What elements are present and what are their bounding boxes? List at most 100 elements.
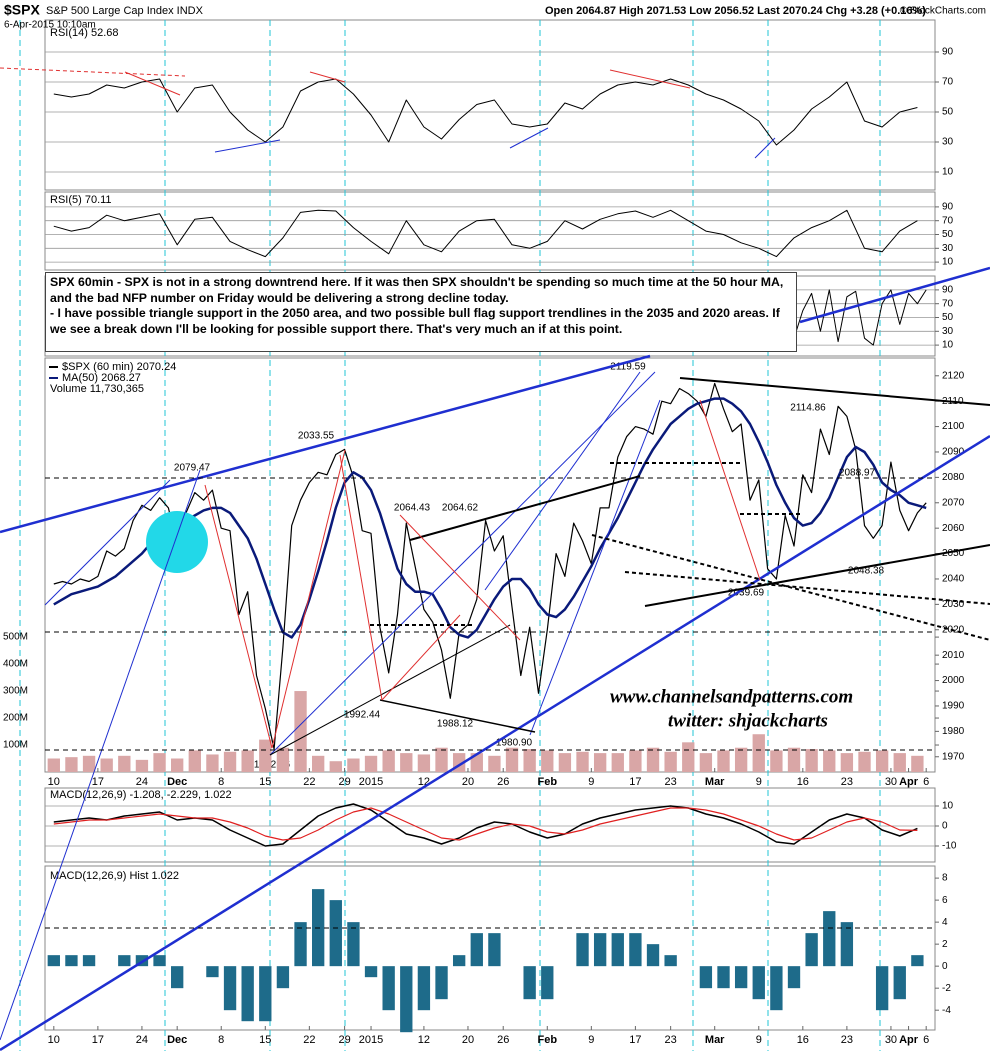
bar	[523, 966, 536, 1000]
y-tick-label: 6	[942, 895, 948, 906]
bar	[171, 966, 184, 989]
series-line	[53, 807, 918, 841]
rsi-arrow	[214, 139, 281, 153]
trendline	[44, 479, 171, 606]
bar	[770, 966, 783, 1011]
price-label: 1992.44	[344, 710, 381, 721]
y-tick-label: 8	[942, 873, 948, 884]
price-label: 2064.43	[394, 503, 431, 514]
bar	[382, 750, 395, 772]
x-tick-label: Dec	[167, 1034, 187, 1046]
bar	[629, 933, 642, 967]
x-tick-label: 23	[841, 1034, 853, 1046]
bar	[875, 966, 889, 1011]
bar	[646, 747, 660, 772]
bar	[188, 750, 201, 772]
date: 6-Apr-2015 10:10am	[4, 20, 96, 31]
bar	[65, 955, 78, 967]
bar	[241, 750, 254, 772]
y-tick-label: 70	[942, 298, 954, 309]
bar	[241, 966, 254, 1022]
panel-title: MACD(12,26,9) Hist 1.022	[50, 870, 179, 882]
bar	[452, 955, 466, 967]
x-tick-label: 26	[497, 1034, 509, 1046]
bar	[787, 747, 801, 772]
y-tick-label: 100M	[3, 740, 28, 751]
price-label: 2039.69	[728, 588, 765, 599]
trendline	[269, 371, 656, 756]
trendline	[0, 434, 990, 1051]
x-tick-label: 26	[497, 776, 509, 788]
rsi-arrow	[609, 69, 691, 89]
price-label: 1972.56	[254, 760, 291, 771]
price-label: 2064.62	[442, 503, 479, 514]
bar	[47, 955, 60, 967]
bar	[65, 757, 78, 772]
bar	[347, 758, 360, 772]
x-tick-label: Mar	[705, 776, 725, 788]
bar	[206, 754, 219, 772]
y-tick-label: 10	[942, 801, 954, 812]
series-line	[53, 397, 927, 639]
x-tick-label: 17	[629, 776, 641, 788]
y-tick-label: 30	[942, 243, 954, 254]
y-tick-label: 50	[942, 229, 954, 240]
bar	[664, 955, 677, 967]
y-tick-label: 10	[942, 257, 954, 268]
x-tick-label: Feb	[537, 776, 557, 788]
x-tick-label: 23	[665, 776, 677, 788]
x-tick-label: 23	[665, 1034, 677, 1046]
bar	[576, 751, 589, 772]
y-tick-label: -10	[942, 841, 957, 852]
y-tick-label: 200M	[3, 713, 28, 724]
y-tick-label: 10	[942, 167, 954, 178]
x-tick-label: 24	[136, 1034, 148, 1046]
trendline	[0, 469, 201, 1041]
x-tick-label: 12	[418, 1034, 430, 1046]
x-tick-label: 29	[338, 776, 350, 788]
x-tick-label: 6	[923, 1034, 929, 1046]
trendline	[381, 614, 461, 701]
x-tick-label: 20	[462, 776, 474, 788]
trendline	[399, 514, 521, 641]
rsi-arrow	[509, 127, 549, 149]
trendline	[624, 571, 990, 605]
y-tick-label: 2070	[942, 497, 965, 508]
bar	[823, 750, 836, 772]
panel-title: MACD(12,26,9) -1.208, -2.229, 1.022	[50, 789, 232, 801]
y-tick-label: 70	[942, 215, 954, 226]
y-tick-label: 10	[942, 340, 954, 351]
trendline	[699, 399, 761, 581]
y-tick-label: 1970	[942, 751, 965, 762]
x-tick-label: 30	[885, 1034, 897, 1046]
bar	[294, 922, 307, 967]
bar	[593, 933, 607, 967]
bar	[541, 750, 554, 772]
trendline	[644, 544, 990, 607]
rsi-arrow	[309, 71, 346, 83]
x-tick-label: 22	[303, 1034, 315, 1046]
bar	[752, 966, 765, 1000]
legend-label: $SPX (60 min) 2070.24	[62, 361, 176, 373]
y-tick-label: 30	[942, 137, 954, 148]
trendline	[679, 377, 990, 406]
trendline	[269, 624, 511, 756]
bar	[717, 750, 730, 772]
bar	[435, 747, 448, 772]
x-tick-label: 16	[797, 1034, 809, 1046]
bar	[664, 751, 677, 772]
y-tick-label: 300M	[3, 686, 28, 697]
symbol: $SPX	[4, 2, 40, 18]
x-tick-label: 30	[885, 776, 897, 788]
y-tick-label: 0	[942, 961, 948, 972]
y-tick-label: 30	[942, 326, 954, 337]
bar	[734, 966, 748, 989]
y-tick-label: 2060	[942, 523, 965, 534]
bar	[646, 944, 660, 967]
x-tick-label: 17	[92, 1034, 104, 1046]
x-tick-label: 9	[756, 1034, 762, 1046]
bar	[276, 747, 290, 772]
bar	[523, 749, 536, 772]
x-tick-label: 20	[462, 1034, 474, 1046]
